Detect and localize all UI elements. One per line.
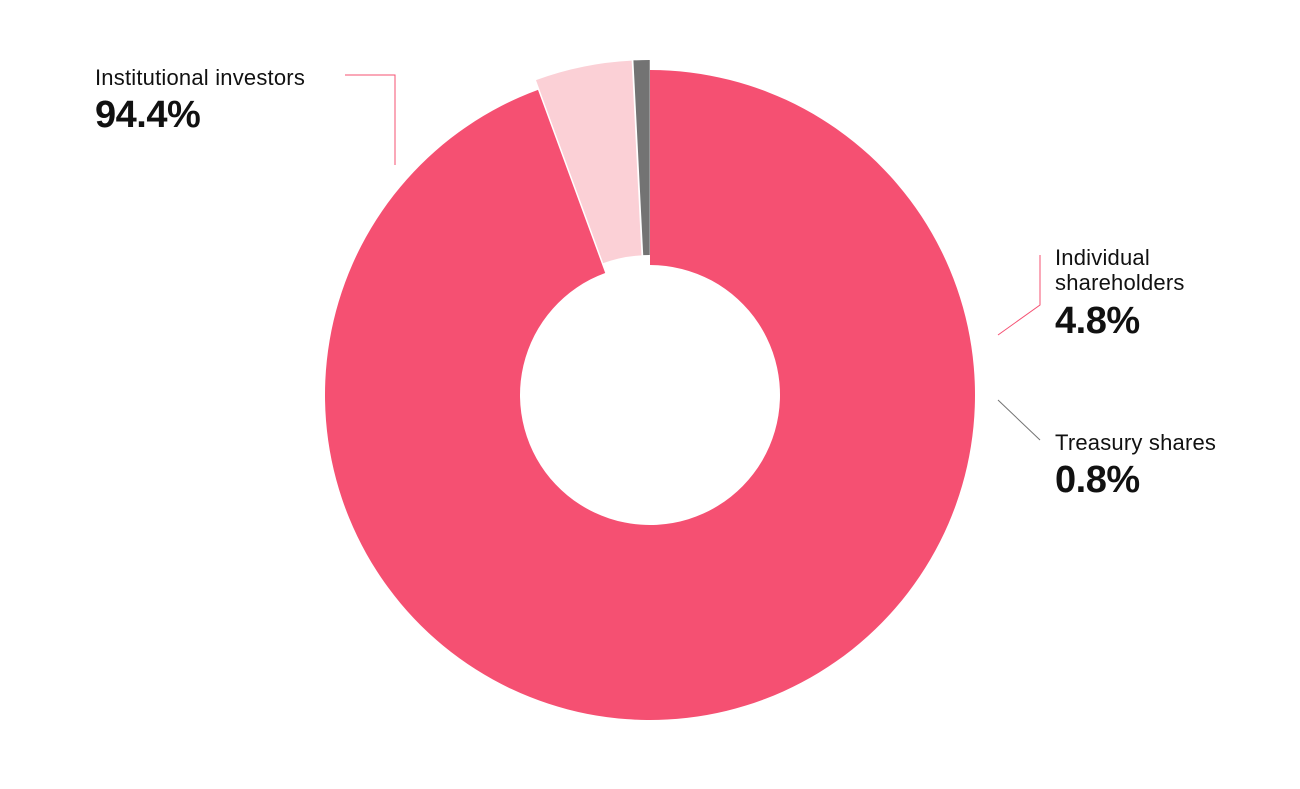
leader-line [998, 255, 1040, 335]
callout-treasury-value: 0.8% [1055, 461, 1216, 501]
callout-individual-value: 4.8% [1055, 302, 1215, 342]
slice-institutional [325, 70, 975, 720]
leader-line [345, 75, 395, 165]
callout-institutional-label: Institutional investors [95, 65, 305, 90]
callout-institutional-value: 94.4% [95, 96, 305, 136]
callout-individual-label: Individual shareholders [1055, 245, 1215, 296]
shareholder-donut-chart: Institutional investors 94.4% Individual… [0, 0, 1300, 789]
leader-line [998, 400, 1040, 440]
callout-treasury: Treasury shares 0.8% [1055, 430, 1216, 501]
callout-individual: Individual shareholders 4.8% [1055, 245, 1215, 341]
callout-institutional: Institutional investors 94.4% [95, 65, 305, 136]
callout-treasury-label: Treasury shares [1055, 430, 1216, 455]
